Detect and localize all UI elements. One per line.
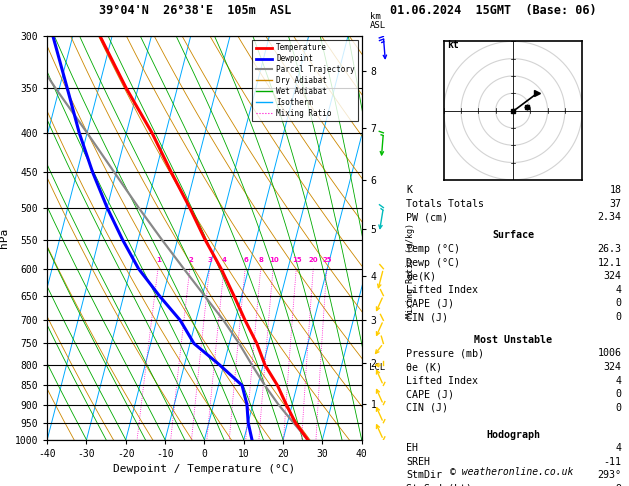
Text: Lifted Index: Lifted Index [406,376,478,386]
Text: 10: 10 [269,257,279,263]
Text: 12.1: 12.1 [598,258,621,268]
Text: 9: 9 [615,484,621,486]
Text: 20: 20 [309,257,318,263]
Text: EH: EH [406,443,418,453]
X-axis label: Dewpoint / Temperature (°C): Dewpoint / Temperature (°C) [113,465,296,474]
Text: Surface: Surface [492,230,534,241]
Text: CIN (J): CIN (J) [406,403,448,413]
Text: Temp (°C): Temp (°C) [406,244,460,254]
Text: © weatheronline.co.uk: © weatheronline.co.uk [450,467,573,477]
Text: 8: 8 [259,257,264,263]
Text: Most Unstable: Most Unstable [474,335,552,345]
Text: 01.06.2024  15GMT  (Base: 06): 01.06.2024 15GMT (Base: 06) [391,4,597,17]
Text: km
ASL: km ASL [369,12,386,31]
Text: K: K [406,185,413,195]
Text: Mixing Ratio (g/kg): Mixing Ratio (g/kg) [406,223,415,318]
Text: CAPE (J): CAPE (J) [406,298,454,309]
Text: LCL: LCL [369,363,385,372]
Text: 6: 6 [243,257,248,263]
Text: StmDir: StmDir [406,470,442,481]
Text: 18: 18 [610,185,621,195]
Text: 2.34: 2.34 [598,212,621,223]
Text: kt: kt [447,40,459,50]
Text: Totals Totals: Totals Totals [406,199,484,209]
Text: 4: 4 [615,376,621,386]
Text: 0: 0 [615,389,621,399]
Text: 4: 4 [615,443,621,453]
Text: 0: 0 [615,403,621,413]
Text: 2: 2 [188,257,193,263]
Text: 4: 4 [615,285,621,295]
Text: Pressure (mb): Pressure (mb) [406,348,484,359]
Text: -11: -11 [603,457,621,467]
Text: 15: 15 [292,257,301,263]
Text: CIN (J): CIN (J) [406,312,448,322]
Text: PW (cm): PW (cm) [406,212,448,223]
Text: 324: 324 [603,362,621,372]
Legend: Temperature, Dewpoint, Parcel Trajectory, Dry Adiabat, Wet Adiabat, Isotherm, Mi: Temperature, Dewpoint, Parcel Trajectory… [252,40,358,121]
Text: 0: 0 [615,312,621,322]
Text: Hodograph: Hodograph [486,430,540,440]
Text: 39°04'N  26°38'E  105m  ASL: 39°04'N 26°38'E 105m ASL [99,4,291,17]
Text: θe(K): θe(K) [406,271,437,281]
Text: 0: 0 [615,298,621,309]
Text: 25: 25 [323,257,332,263]
Text: θe (K): θe (K) [406,362,442,372]
Text: 4: 4 [222,257,227,263]
Text: 324: 324 [603,271,621,281]
Text: 37: 37 [610,199,621,209]
Text: 26.3: 26.3 [598,244,621,254]
Text: 1: 1 [156,257,161,263]
Text: CAPE (J): CAPE (J) [406,389,454,399]
Text: Dewp (°C): Dewp (°C) [406,258,460,268]
Y-axis label: hPa: hPa [0,228,9,248]
Text: StmSpd (kt): StmSpd (kt) [406,484,472,486]
Text: 1006: 1006 [598,348,621,359]
Text: 3: 3 [208,257,213,263]
Text: 293°: 293° [598,470,621,481]
Text: Lifted Index: Lifted Index [406,285,478,295]
Text: SREH: SREH [406,457,430,467]
